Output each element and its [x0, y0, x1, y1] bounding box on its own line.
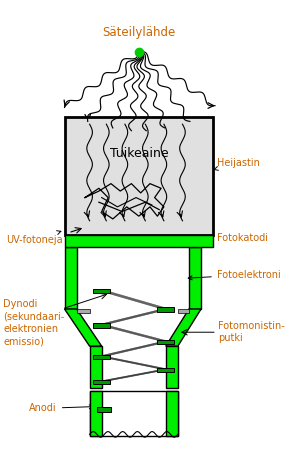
Text: Anodi: Anodi	[29, 403, 93, 413]
Bar	[158, 367, 174, 372]
Bar	[65, 117, 213, 235]
Bar	[93, 289, 110, 293]
Bar	[90, 391, 102, 436]
Polygon shape	[166, 309, 201, 346]
Bar	[93, 354, 110, 359]
Text: Säteilylähde: Säteilylähde	[102, 26, 176, 39]
Bar	[189, 247, 201, 309]
Bar	[90, 346, 102, 388]
Bar	[93, 323, 110, 328]
Bar	[178, 309, 189, 313]
Bar	[93, 380, 110, 384]
Bar	[65, 247, 77, 309]
Text: Fotoelektroni: Fotoelektroni	[188, 270, 281, 280]
Text: Fotokatodi: Fotokatodi	[208, 232, 268, 243]
Bar	[77, 309, 90, 313]
Text: Tuikeaine: Tuikeaine	[109, 147, 168, 160]
Text: Dynodi
(sekundaari-
elektronien
emissio): Dynodi (sekundaari- elektronien emissio)	[3, 299, 65, 346]
Bar	[166, 346, 178, 388]
Text: Heijastin: Heijastin	[214, 158, 260, 170]
Polygon shape	[65, 309, 102, 346]
Bar	[158, 340, 174, 344]
Bar	[97, 407, 111, 412]
Bar	[166, 391, 178, 436]
Bar	[158, 307, 174, 312]
Bar	[90, 391, 178, 436]
Text: UV-fotoneja: UV-fotoneja	[6, 231, 63, 245]
Text: Fotomonistin-
putki: Fotomonistin- putki	[218, 321, 284, 343]
Bar	[65, 235, 213, 247]
